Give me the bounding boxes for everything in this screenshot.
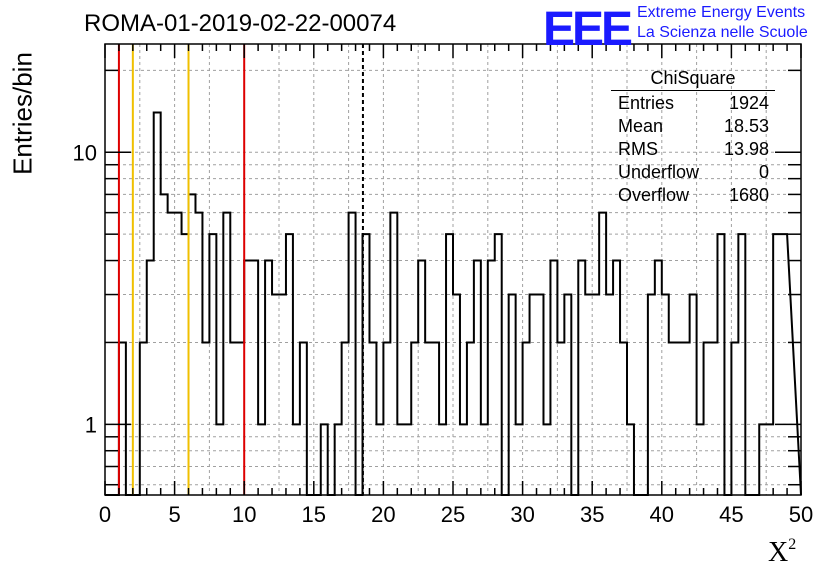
y-tick-label: 1 — [85, 412, 97, 437]
x-axis-label: X2 — [768, 536, 796, 569]
stats-row-mean: Mean 18.53 — [611, 115, 775, 138]
x-tick-label: 5 — [168, 502, 180, 527]
histogram-outline — [105, 111, 802, 496]
x-tick-label: 0 — [99, 502, 111, 527]
x-axis-label-text: X — [768, 537, 789, 568]
x-tick-label: 10 — [232, 502, 256, 527]
x-tick-label: 40 — [650, 502, 674, 527]
stats-value: 1680 — [728, 185, 769, 205]
stats-row-rms: RMS 13.98 — [611, 138, 775, 161]
stats-label: Entries — [618, 93, 675, 113]
logo-line-2: La Scienza nelle Scuole — [637, 24, 808, 41]
x-tick-label: 30 — [510, 502, 534, 527]
x-tick-label: 20 — [371, 502, 395, 527]
x-tick-label: 25 — [441, 502, 465, 527]
eee-logo-mark: EEE — [543, 3, 633, 56]
histogram-title: ROMA-01-2019-02-22-00074 — [84, 10, 397, 37]
stats-label: RMS — [618, 139, 658, 159]
stats-label: Mean — [618, 116, 664, 136]
x-tick-label: 45 — [719, 502, 743, 527]
x-tick-label: 15 — [302, 502, 326, 527]
stats-row-underflow: Underflow 0 — [611, 161, 775, 184]
stats-label: Underflow — [618, 162, 700, 182]
stats-row-entries: Entries 1924 — [611, 92, 775, 115]
logo-line-1: Extreme Energy Events — [637, 4, 806, 21]
x-tick-label: 35 — [580, 502, 604, 527]
stats-value: 1924 — [728, 93, 769, 113]
stats-value: 18.53 — [723, 116, 769, 136]
y-tick-label: 10 — [73, 140, 97, 165]
stats-box: ChiSquare Entries 1924 Mean 18.53 RMS 13.98… — [611, 68, 775, 207]
stats-value: 0 — [758, 162, 769, 182]
stats-row-overflow: Overflow 1680 — [611, 184, 775, 207]
stats-title: ChiSquare — [611, 68, 775, 91]
x-tick-label: 50 — [789, 502, 813, 527]
x-axis-label-superscript: 2 — [788, 536, 797, 553]
stats-value: 13.98 — [723, 139, 769, 159]
stats-label: Overflow — [618, 185, 690, 205]
y-axis-label: Entries/bin — [7, 52, 38, 175]
